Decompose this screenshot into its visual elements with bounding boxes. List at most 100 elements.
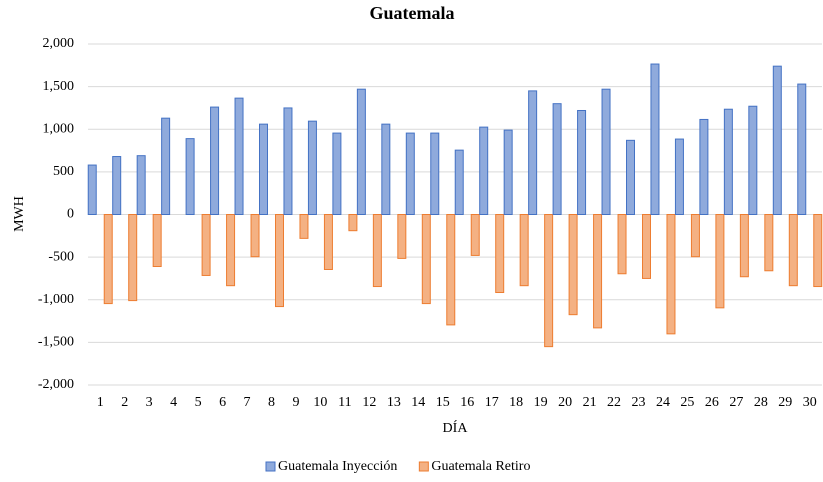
bar: [699, 118, 709, 215]
x-tick-label: 6: [219, 395, 226, 410]
bar: [136, 155, 146, 216]
x-tick-label: 25: [680, 395, 694, 410]
bar: [323, 214, 333, 270]
x-tick-label: 14: [411, 395, 425, 410]
bar: [250, 214, 260, 258]
chart-title: Guatemala: [370, 3, 455, 23]
legend-swatch: [418, 461, 429, 472]
bar: [430, 132, 440, 215]
x-tick-label: 29: [778, 395, 792, 410]
bar: [405, 132, 415, 215]
bar: [87, 164, 97, 215]
bar: [348, 214, 358, 232]
legend-label: Guatemala Inyección: [278, 459, 397, 474]
y-tick-label: 0: [67, 207, 74, 222]
bar: [715, 214, 725, 309]
legend-label: Guatemala Retiro: [431, 459, 530, 474]
bar: [446, 214, 456, 326]
y-tick-label: -1,500: [38, 335, 74, 350]
x-tick-label: 27: [729, 395, 743, 410]
bar: [283, 107, 293, 215]
x-tick-label: 18: [509, 395, 523, 410]
bar: [593, 214, 603, 329]
bar: [226, 214, 236, 287]
x-tick-label: 23: [632, 395, 646, 410]
x-tick-label: 3: [146, 395, 153, 410]
bar: [421, 214, 431, 305]
bar: [674, 138, 684, 216]
bar: [723, 108, 733, 215]
x-tick-label: 15: [436, 395, 450, 410]
x-tick-label: 4: [170, 395, 177, 410]
x-tick-label: 28: [754, 395, 768, 410]
bar: [544, 214, 554, 348]
x-tick-label: 11: [338, 395, 351, 410]
x-tick-label: 7: [244, 395, 251, 410]
x-tick-label: 5: [195, 395, 202, 410]
bar: [813, 214, 823, 288]
bar: [210, 106, 220, 215]
bar: [552, 103, 562, 215]
bar: [356, 88, 366, 215]
bar: [103, 214, 113, 305]
bar: [454, 149, 464, 215]
bar: [201, 214, 211, 276]
bar: [503, 129, 513, 215]
bar: [299, 214, 309, 239]
bar: [642, 214, 651, 279]
x-tick-label: 30: [803, 395, 817, 410]
bar: [528, 90, 538, 215]
bar: [381, 123, 391, 215]
x-tick-label: 13: [387, 395, 401, 410]
x-tick-label: 21: [583, 395, 597, 410]
bar: [772, 65, 782, 216]
x-tick-label: 8: [268, 395, 275, 410]
bar: [519, 214, 529, 287]
x-tick-label: 17: [485, 395, 499, 410]
bar: [626, 139, 635, 216]
x-tick-label: 10: [313, 395, 327, 410]
legend-swatch: [265, 461, 276, 472]
bar: [470, 214, 480, 256]
y-tick-label: 2,000: [43, 36, 75, 51]
bar: [234, 97, 244, 215]
bar: [275, 214, 284, 308]
bar: [601, 88, 611, 215]
x-tick-label: 22: [607, 395, 621, 410]
bar: [332, 132, 342, 215]
bar: [788, 214, 798, 287]
x-tick-label: 26: [705, 395, 719, 410]
y-tick-label: 1,000: [43, 121, 75, 136]
bar: [372, 214, 382, 288]
bar: [479, 126, 489, 215]
bar: [739, 214, 749, 278]
bar: [307, 120, 317, 215]
x-tick-label: 16: [460, 395, 474, 410]
x-tick-label: 24: [656, 395, 670, 410]
x-axis-label: DÍA: [443, 419, 469, 436]
x-tick-label: 9: [292, 395, 299, 410]
bar: [112, 156, 122, 215]
y-tick-label: 500: [53, 164, 74, 179]
bar: [690, 214, 700, 258]
bar: [650, 63, 660, 215]
bar: [128, 214, 138, 302]
y-tick-label: -1,000: [38, 292, 74, 307]
x-tick-label: 12: [362, 395, 376, 410]
bar: [185, 138, 195, 215]
y-tick-label: -500: [48, 249, 74, 264]
bar: [797, 83, 807, 215]
y-axis-label: MWH: [12, 196, 27, 232]
bar: [577, 109, 587, 215]
bar: [568, 214, 578, 316]
bar: [495, 214, 505, 294]
bar: [666, 214, 676, 335]
y-tick-label: -2,000: [38, 377, 74, 392]
bar: [764, 214, 774, 272]
y-tick-label: 1,500: [43, 79, 75, 94]
x-tick-label: 20: [558, 395, 572, 410]
bar: [259, 123, 268, 215]
bar: [617, 214, 627, 275]
bar: [152, 214, 162, 268]
